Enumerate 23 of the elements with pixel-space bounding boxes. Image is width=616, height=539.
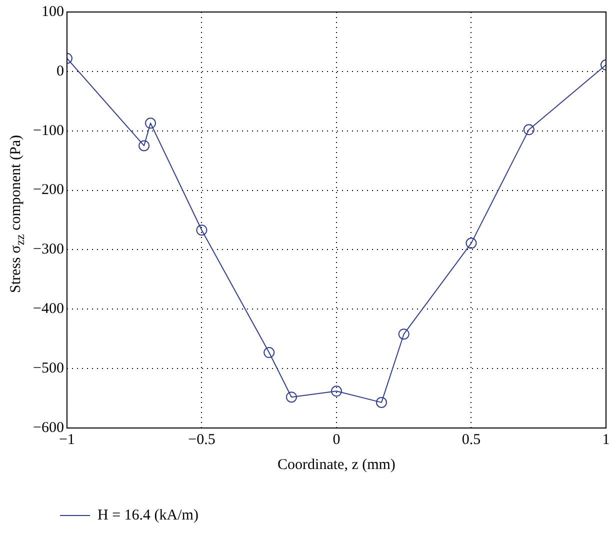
y-tick-label: −400 xyxy=(32,301,64,318)
y-tick-label: 100 xyxy=(41,4,64,20)
y-tick-label: 0 xyxy=(56,63,64,80)
y-tick-label: −100 xyxy=(32,122,64,139)
x-tick-label: 0.5 xyxy=(462,432,481,448)
point xyxy=(523,124,534,136)
point xyxy=(264,347,275,358)
x-tick-label: 1 xyxy=(602,432,610,448)
x-tick-label: −0.5 xyxy=(188,432,216,448)
point xyxy=(138,140,150,152)
y-tick-label: −200 xyxy=(32,182,64,198)
point xyxy=(398,328,410,340)
point xyxy=(145,118,156,129)
point xyxy=(330,386,342,397)
y-tick-label: −500 xyxy=(32,360,64,377)
x-tick-label: 0 xyxy=(332,432,340,448)
point xyxy=(196,224,208,236)
point xyxy=(466,238,477,249)
point xyxy=(286,392,297,403)
y-tick-label: −300 xyxy=(32,242,64,258)
x-axis-title: Coordinate, z (mm) xyxy=(278,456,396,473)
point xyxy=(376,396,387,408)
legend-label: H = 16.4 (kA/m) xyxy=(98,507,198,524)
